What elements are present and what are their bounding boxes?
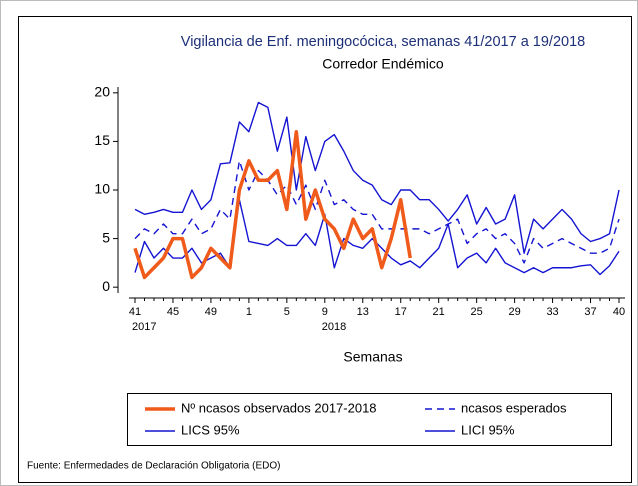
x-tick-label: 25 xyxy=(471,306,483,318)
y-tick-label: 15 xyxy=(94,132,110,148)
source-note: Fuente: Enfermedades de Declaración Obli… xyxy=(27,461,280,472)
series-line xyxy=(134,101,620,254)
legend-label: ncasos esperados xyxy=(461,400,567,415)
legend-label: Nº ncasos observados 2017-2018 xyxy=(181,400,377,415)
legend-box xyxy=(127,393,612,446)
x-tick-label: 29 xyxy=(508,306,520,318)
chart-title: Vigilancia de Enf. meningocócica, semana… xyxy=(181,34,585,50)
y-tick-label: 10 xyxy=(94,181,110,197)
y-tick-label: 5 xyxy=(102,229,110,245)
series-line xyxy=(134,160,620,264)
x-tick-label: 37 xyxy=(584,306,596,318)
x-tick-label: 40 xyxy=(613,306,625,318)
x-tick-label: 1 xyxy=(246,306,252,318)
chart-subtitle: Corredor Endémico xyxy=(322,56,444,72)
x-tick-label: 9 xyxy=(322,306,328,318)
x-tick-label: 13 xyxy=(357,306,369,318)
x-tick-label: 21 xyxy=(433,306,445,318)
legend-label: LICI 95% xyxy=(461,422,515,437)
plot-frame xyxy=(18,16,632,483)
year-label: 2017 xyxy=(132,321,156,333)
y-tick-label: 20 xyxy=(94,84,110,100)
x-tick-label: 45 xyxy=(167,306,179,318)
x-tick-label: 5 xyxy=(284,306,290,318)
x-tick-label: 33 xyxy=(546,306,558,318)
x-tick-label: 17 xyxy=(395,306,407,318)
x-axis-label: Semanas xyxy=(343,349,402,365)
legend-label: LICS 95% xyxy=(181,422,240,437)
y-tick-label: 0 xyxy=(102,278,110,294)
x-tick-label: 41 xyxy=(129,306,141,318)
year-label: 2018 xyxy=(322,321,346,333)
x-tick-label: 49 xyxy=(205,306,217,318)
series-line xyxy=(133,129,412,280)
